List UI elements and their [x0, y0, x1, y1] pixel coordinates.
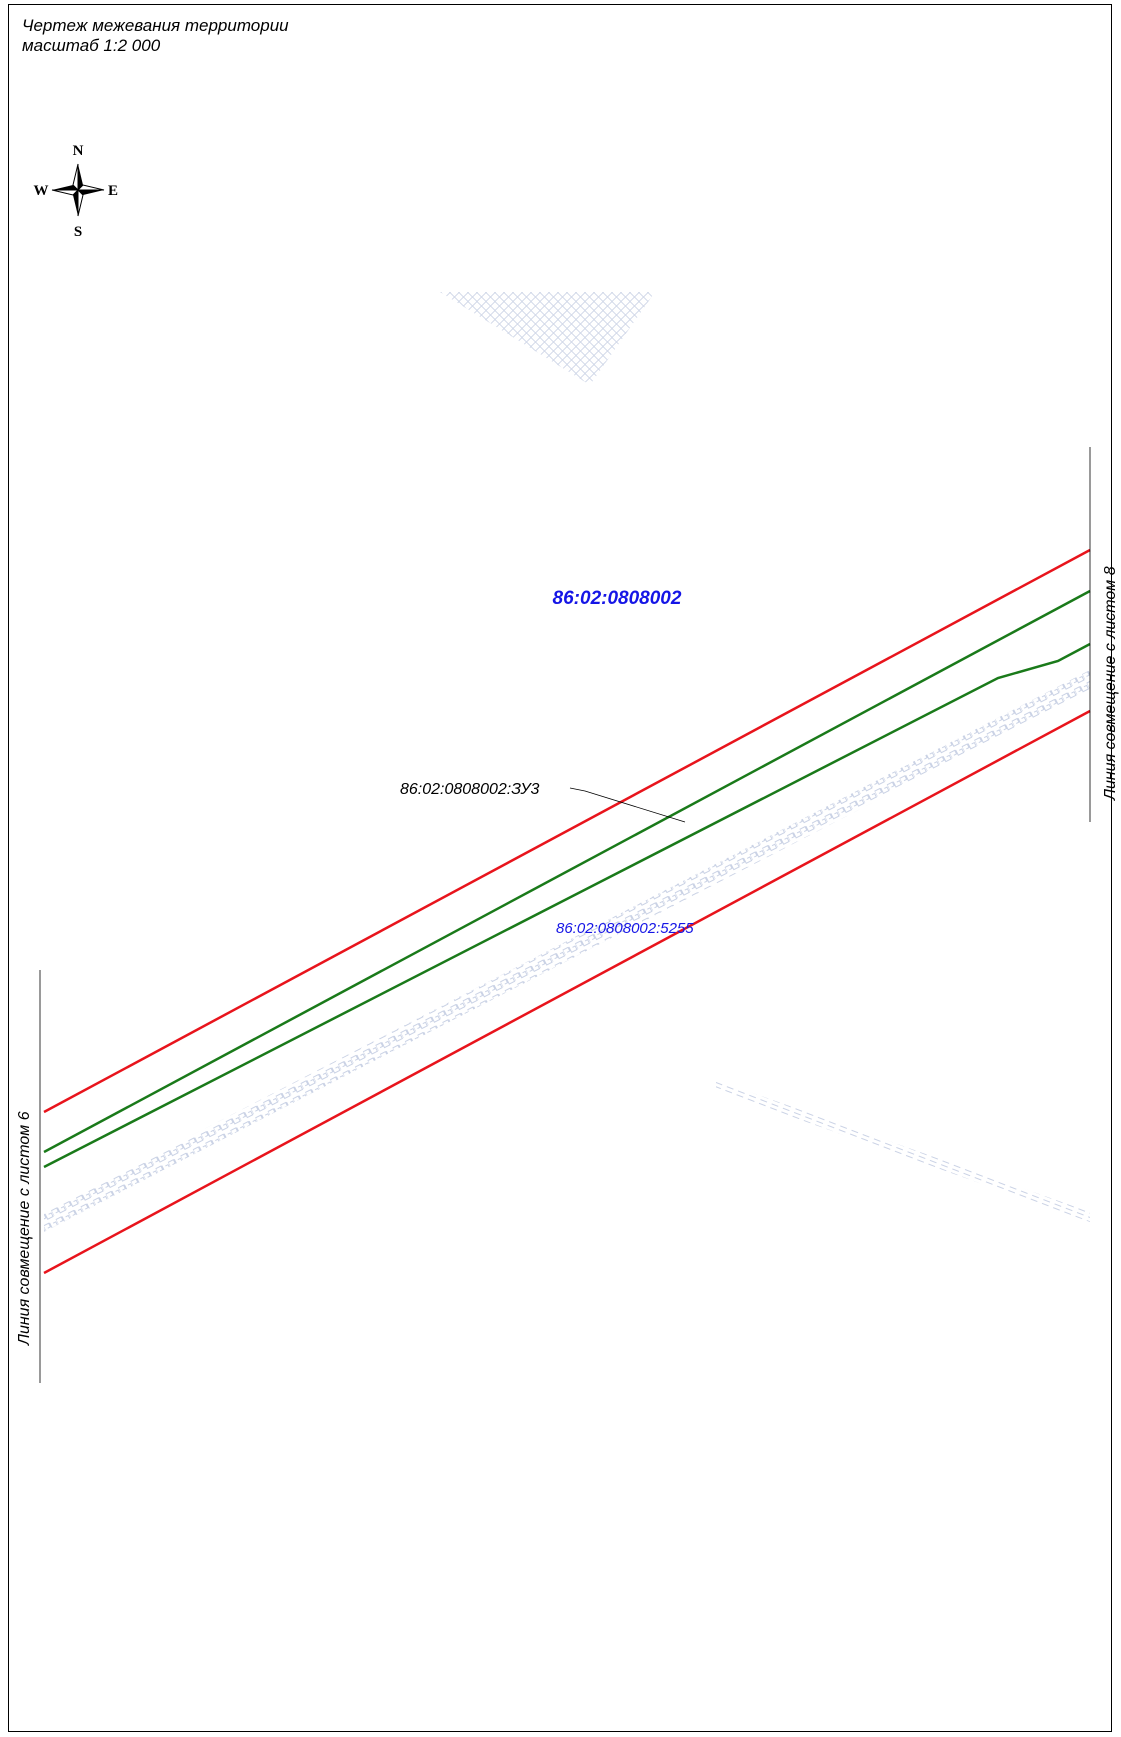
sheet-frame [8, 4, 1112, 1732]
match-line-right-label: Линия совмещение с листом 8 [1102, 566, 1119, 801]
compass-east-label: E [108, 183, 118, 199]
compass-west-label: W [34, 183, 49, 199]
sheet-title: Чертеж межевания территории [22, 16, 289, 35]
new-parcel-label: 86:02:0808002:ЗУ3 [400, 781, 540, 798]
compass-rose-icon: N S E W [34, 143, 119, 240]
green-line-lower [43, 642, 1091, 1169]
hatched-strip-lower-right [716, 1080, 1090, 1222]
match-line-left-label: Линия совмещение с листом 6 [16, 1111, 33, 1346]
sheet-scale: масштаб 1:2 000 [22, 36, 161, 55]
hatched-road-strip [44, 670, 1090, 1232]
red-boundary-line-top [43, 548, 1091, 1114]
compass-north-label: N [73, 143, 84, 159]
quarter-label: 86:02:0808002 [553, 588, 682, 609]
compass-south-label: S [74, 224, 82, 240]
existing-parcel-label: 86:02:0808002:5255 [556, 920, 694, 937]
parcel-leader-line [569, 787, 686, 823]
hatched-area-top [440, 292, 655, 385]
green-line-upper [43, 589, 1091, 1154]
title-block: Чертеж межевания территории масштаб 1:2 … [22, 16, 289, 56]
red-boundary-line-bottom [43, 709, 1091, 1275]
